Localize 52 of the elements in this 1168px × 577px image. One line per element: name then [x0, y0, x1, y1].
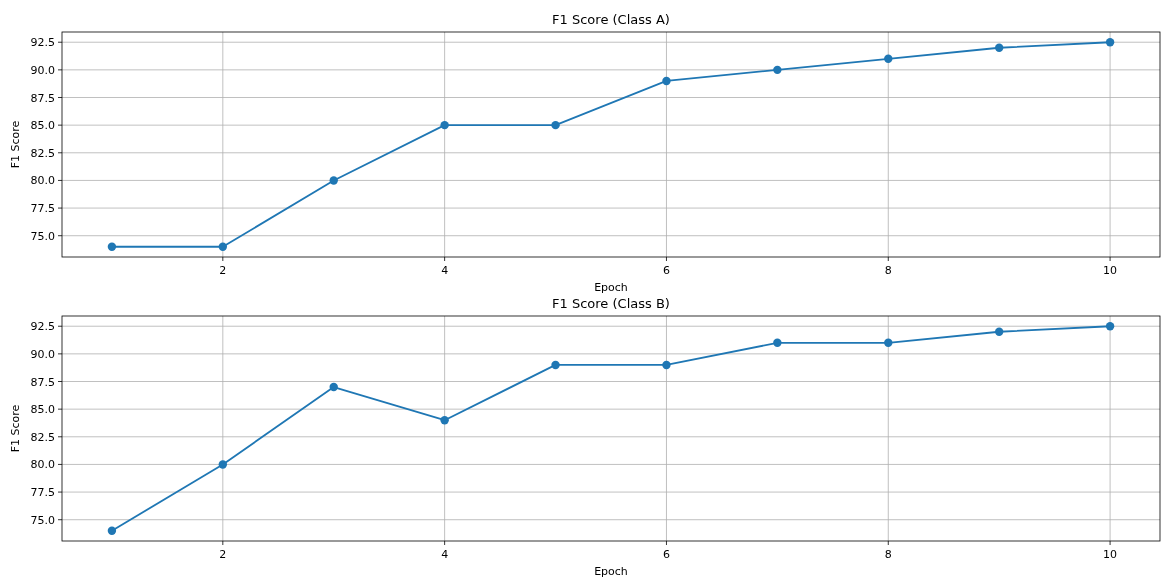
x-tick-label: 2 — [219, 548, 227, 561]
y-tick-label: 85.0 — [30, 119, 55, 133]
y-tick-label: 77.5 — [30, 486, 55, 500]
point — [551, 120, 560, 130]
x-tick-label: 10 — [1103, 548, 1118, 561]
point — [1105, 322, 1115, 331]
point — [994, 327, 1004, 336]
point — [994, 43, 1004, 52]
y-axis-title: F1 Score — [9, 404, 22, 453]
point — [662, 360, 671, 370]
y-axis-title: F1 Score — [9, 120, 22, 169]
y-tick-label: 85.0 — [30, 403, 55, 417]
point — [107, 526, 117, 535]
y-tick-label: 82.5 — [30, 146, 55, 160]
y-tick-label: 90.0 — [30, 63, 55, 77]
point — [107, 242, 117, 251]
point — [773, 338, 782, 348]
y-tick-label: 75.0 — [30, 229, 55, 243]
point — [329, 382, 338, 392]
point — [1105, 38, 1115, 47]
y-tick-label: 82.5 — [30, 430, 55, 444]
x-tick-label: 6 — [662, 548, 670, 561]
point — [773, 65, 782, 75]
x-tick-label: 4 — [441, 264, 449, 277]
chart-title: F1 Score (Class A) — [552, 12, 670, 27]
y-tick-label: 80.0 — [30, 458, 55, 472]
x-tick-label: 8 — [884, 264, 892, 277]
y-tick-label: 87.5 — [30, 91, 55, 105]
x-tick-label: 6 — [662, 264, 670, 277]
point — [440, 416, 449, 425]
y-tick-label: 90.0 — [30, 347, 55, 361]
x-tick-label: 10 — [1103, 264, 1118, 277]
y-tick-label: 92.5 — [30, 36, 55, 50]
point — [329, 176, 338, 185]
point — [218, 460, 228, 469]
x-axis-title: Epoch — [594, 281, 628, 294]
x-axis-title: Epoch — [594, 565, 628, 577]
chart-title: F1 Score (Class B) — [552, 296, 670, 311]
y-tick-label: 77.5 — [30, 202, 55, 216]
point — [662, 76, 671, 86]
point — [218, 242, 228, 251]
point — [440, 120, 449, 130]
point — [884, 54, 893, 64]
y-tick-label: 87.5 — [30, 375, 55, 389]
y-tick-label: 75.0 — [30, 513, 55, 527]
x-tick-label: 8 — [884, 548, 892, 561]
x-tick-label: 2 — [219, 264, 227, 277]
point — [551, 360, 560, 370]
y-tick-label: 92.5 — [30, 320, 55, 334]
y-tick-label: 80.0 — [30, 174, 55, 188]
point — [884, 338, 893, 348]
x-tick-label: 4 — [441, 548, 449, 561]
